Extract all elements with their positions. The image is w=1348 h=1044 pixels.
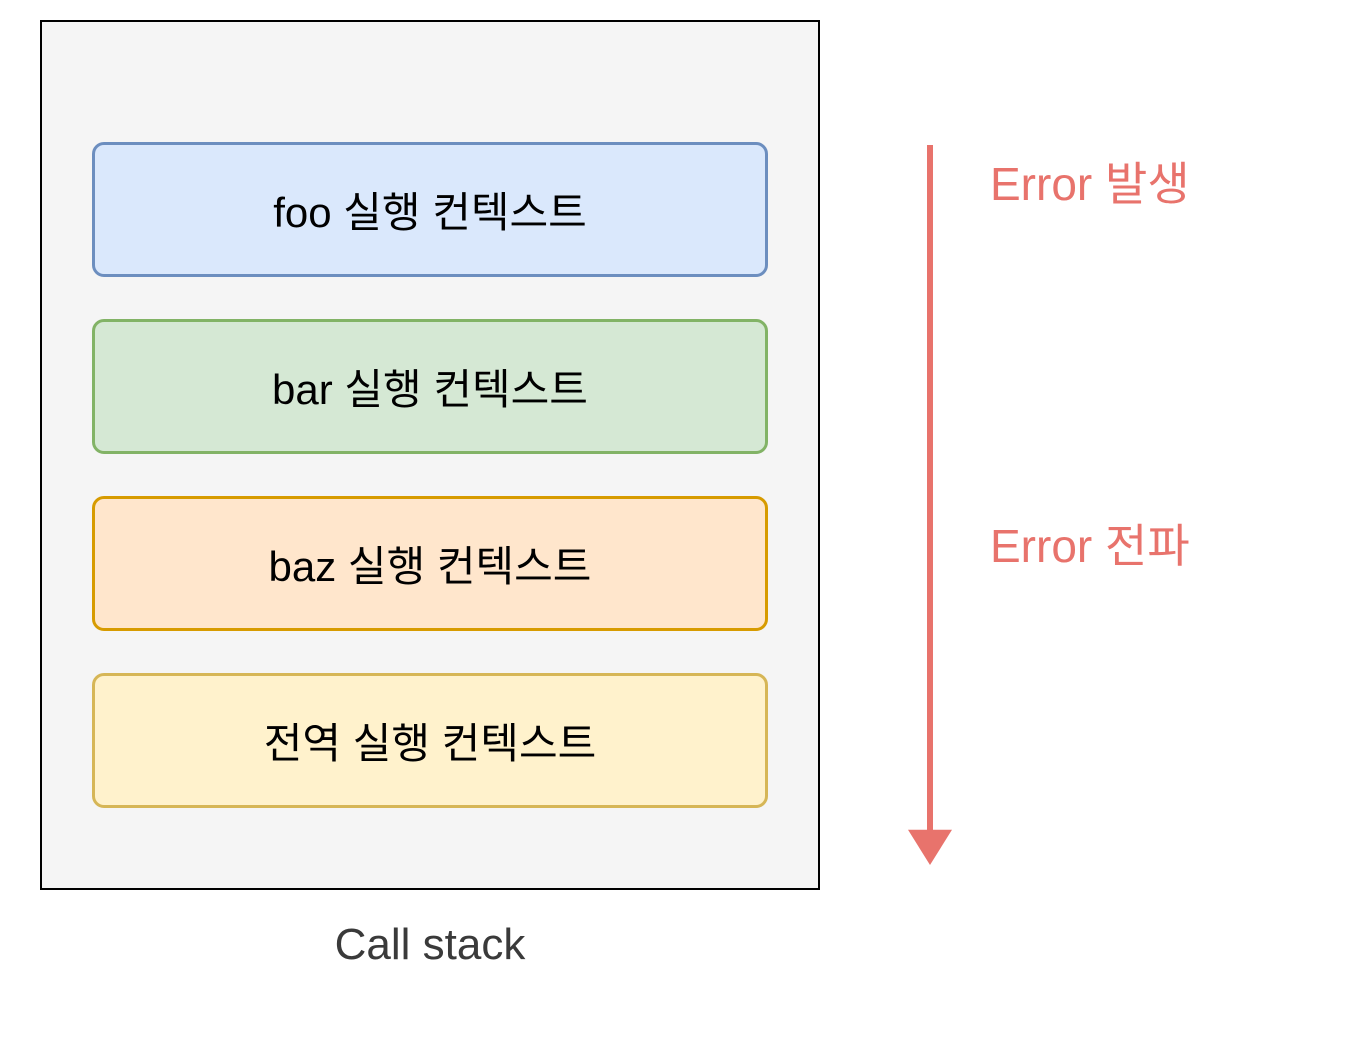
stack-frame-label: foo 실행 컨텍스트 [273, 179, 587, 240]
stack-frame-label: baz 실행 컨텍스트 [269, 533, 592, 594]
stack-frame-label: 전역 실행 컨텍스트 [264, 710, 596, 771]
call-stack-container: foo 실행 컨텍스트 bar 실행 컨텍스트 baz 실행 컨텍스트 전역 실… [40, 20, 820, 890]
stack-frame-baz: baz 실행 컨텍스트 [92, 496, 768, 631]
error-propagate-label: Error 전파 [990, 510, 1190, 576]
stack-caption: Call stack [40, 920, 820, 970]
error-arrow [900, 145, 960, 865]
stack-frame-foo: foo 실행 컨텍스트 [92, 142, 768, 277]
stack-frame-global: 전역 실행 컨텍스트 [92, 673, 768, 808]
stack-frame-label: bar 실행 컨텍스트 [272, 356, 588, 417]
error-occur-label: Error 발생 [990, 148, 1190, 214]
stack-frame-bar: bar 실행 컨텍스트 [92, 319, 768, 454]
